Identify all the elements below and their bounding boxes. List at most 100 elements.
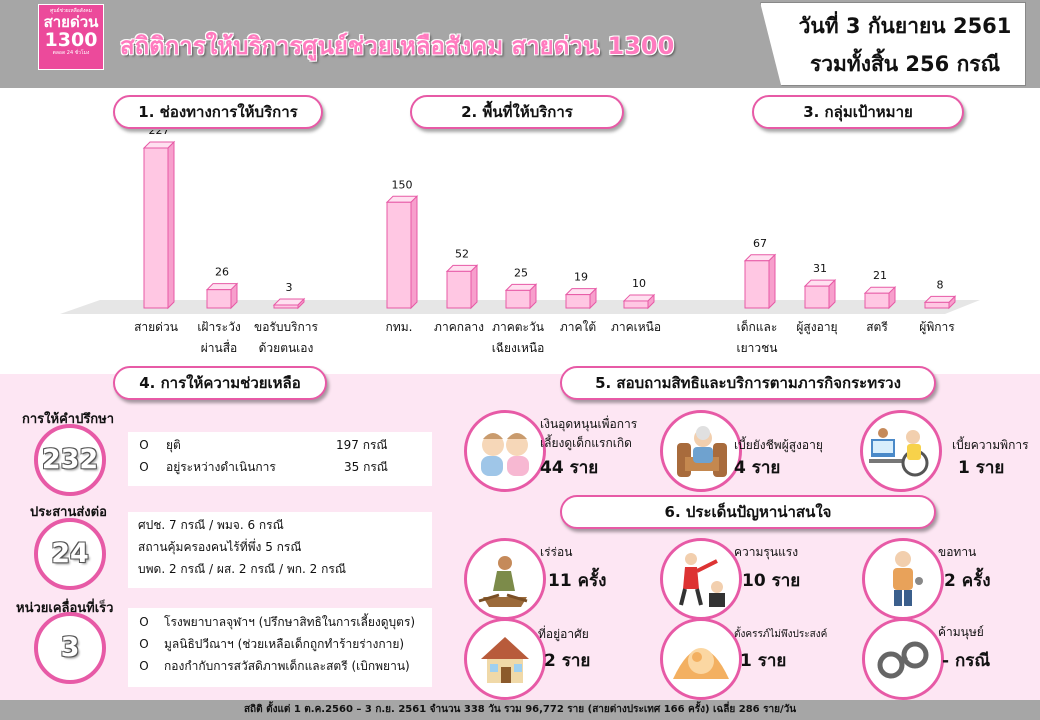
issue-value: 2 ราย xyxy=(544,651,591,671)
list-item: O ยุติ 197 กรณี xyxy=(128,434,432,456)
bar-value-label: 31 xyxy=(813,262,827,275)
section-targets-heading: 3. กลุ่มเป้าหมาย xyxy=(752,95,964,129)
babies-icon xyxy=(464,410,546,492)
rights-label: เบี้ยยังชีพผู้สูงอายุ xyxy=(734,438,823,452)
item-count: 197 กรณี xyxy=(336,438,388,452)
bullet: O xyxy=(139,659,149,673)
item-text: โรงพยาบาลจุฬาฯ (ปรึกษาสิทธิในการเลี้ยงดู… xyxy=(164,615,416,629)
bar xyxy=(565,294,591,309)
consult-count-badge: 232 xyxy=(34,424,106,496)
x-tick-label: ภาคตะวัน เฉียงเหนือ xyxy=(491,320,545,355)
list-item: O อยู่ระหว่างดำเนินการ 35 กรณี xyxy=(128,456,432,478)
refer-count-badge: 24 xyxy=(34,518,106,590)
bar-value-label: 21 xyxy=(873,269,887,282)
bullet: O xyxy=(139,637,149,651)
issue-label: ขอทาน xyxy=(938,545,977,559)
footer-summary: สถิติ ตั้งแต่ 1 ต.ค.2560 – 3 ก.ย. 2561 จ… xyxy=(0,700,1040,720)
bar xyxy=(864,292,890,309)
bar-side xyxy=(167,140,175,310)
rights-value: 1 ราย xyxy=(958,458,1005,478)
date-panel xyxy=(760,2,1026,86)
consult-count: 232 xyxy=(41,444,99,475)
logo-text-bottom: ตลอด 24 ชั่วโมง xyxy=(52,50,90,56)
house-icon xyxy=(464,618,546,700)
x-tick-label: เฝ้าระวัง ผ่านสื่อ xyxy=(197,320,241,355)
bar-value-label: 227 xyxy=(149,130,170,137)
hotline-logo: ศูนย์ช่วยเหลือสังคม สายด่วน 1300 ตลอด 24… xyxy=(38,4,104,70)
mobile-unit-count: 3 xyxy=(60,632,80,663)
bar xyxy=(206,289,232,309)
bullet: O xyxy=(139,615,149,629)
item-text: มูลนิธิปวีณาฯ (ช่วยเหลือเด็กถูกทำร้ายร่า… xyxy=(164,637,405,651)
x-tick-label: ผู้สูงอายุ xyxy=(796,320,838,334)
x-tick-label: ขอรับบริการ ด้วยตนเอง xyxy=(254,320,318,355)
bar xyxy=(446,270,472,309)
x-tick-label: กทม. xyxy=(385,320,413,334)
bar xyxy=(924,301,950,309)
refer-count: 24 xyxy=(51,538,89,569)
rights-label: เบี้ยความพิการ xyxy=(952,438,1029,452)
bullet: O xyxy=(139,438,149,452)
bar-side xyxy=(470,264,478,310)
section-areas-heading: 2. พื้นที่ให้บริการ xyxy=(410,95,624,129)
list-item: O กองกำกับการสวัสดิภาพเด็กและสตรี (เบิกพย… xyxy=(128,655,432,677)
list-item: ศปช. 7 กรณี / พมจ. 6 กรณี xyxy=(138,518,284,532)
beggar-icon xyxy=(862,538,944,620)
list-item: สถานคุ้มครองคนไร้ที่พึ่ง 5 กรณี xyxy=(138,540,302,554)
bar-charts: 227 26 3 150 52 25 19 10 67 31 21 8 xyxy=(60,130,980,314)
issue-value: - กรณี xyxy=(942,651,991,671)
bar xyxy=(273,304,299,309)
x-tick-label: ภาคกลาง xyxy=(434,320,484,334)
issue-value: 10 ราย xyxy=(742,571,801,591)
item-text: อยู่ระหว่างดำเนินการ xyxy=(166,460,276,474)
bar-value-label: 26 xyxy=(215,266,229,279)
section-rights-heading: 5. สอบถามสิทธิและบริการตามภารกิจกระทรวง xyxy=(560,366,936,400)
bar xyxy=(804,285,830,309)
bar-value-label: 52 xyxy=(455,247,469,260)
issue-label: ความรุนแรง xyxy=(734,545,799,559)
bar xyxy=(505,289,531,309)
violence-icon xyxy=(660,538,742,620)
section-issues-heading: 6. ประเด็นปัญหาน่าสนใจ xyxy=(560,495,936,529)
issue-label: ค้ามนุษย์ xyxy=(938,625,984,639)
list-item: O มูลนิธิปวีณาฯ (ช่วยเหลือเด็กถูกทำร้ายร่… xyxy=(128,633,432,655)
disabled-icon xyxy=(860,410,942,492)
issue-value: 2 ครั้ง xyxy=(944,571,991,591)
bar-value-label: 19 xyxy=(574,271,588,284)
report-date: วันที่ 3 กันยายน 2561 xyxy=(798,14,1012,38)
mobile-unit-count-badge: 3 xyxy=(34,612,106,684)
bar xyxy=(623,300,649,309)
consult-label: การให้คำปรึกษา xyxy=(22,412,115,427)
x-tick-label: สายด่วน xyxy=(134,320,178,334)
x-tick-label: ผู้พิการ xyxy=(919,320,955,334)
issue-value: 1 ราย xyxy=(740,651,787,671)
section-channels-heading: 1. ช่องทางการให้บริการ xyxy=(113,95,323,129)
mobile-unit-details: O โรงพยาบาลจุฬาฯ (ปรึกษาสิทธิในการเลี้ยงด… xyxy=(128,608,432,687)
bar-value-label: 3 xyxy=(286,281,293,294)
rights-value: 44 ราย xyxy=(540,458,599,478)
bar xyxy=(143,147,169,309)
bullet: O xyxy=(139,460,149,474)
bar xyxy=(386,201,412,309)
elderly-icon xyxy=(660,410,742,492)
homeless-icon xyxy=(464,538,546,620)
logo-text-main: สายด่วน xyxy=(43,13,99,31)
item-text: ยุติ xyxy=(166,438,181,452)
refer-label: ประสานส่งต่อ xyxy=(30,505,107,520)
bar-value-label: 25 xyxy=(514,266,528,279)
fetus-icon xyxy=(660,618,742,700)
section-assistance-heading: 4. การให้ความช่วยเหลือ xyxy=(113,366,327,400)
bar xyxy=(744,260,770,309)
item-text: กองกำกับการสวัสดิภาพเด็กและสตรี (เบิกพยา… xyxy=(164,659,410,673)
issue-label: เร่ร่อน xyxy=(540,545,573,559)
bar-value-label: 10 xyxy=(632,277,646,290)
rights-label: เงินอุดหนุนเพื่อการ เลี้ยงดูเด็กแรกเกิด xyxy=(540,417,638,450)
list-item: O โรงพยาบาลจุฬาฯ (ปรึกษาสิทธิในการเลี้ยงด… xyxy=(128,611,432,633)
consult-details: O ยุติ 197 กรณี O อยู่ระหว่างดำเนินการ 35 กร… xyxy=(128,432,432,486)
bar-value-label: 150 xyxy=(392,178,413,191)
logo-text-top: ศูนย์ช่วยเหลือสังคม xyxy=(50,8,92,14)
bar-value-label: 67 xyxy=(753,237,767,250)
rights-value: 4 ราย xyxy=(734,458,781,478)
bar-side xyxy=(410,195,418,310)
total-cases: รวมทั้งสิ้น 256 กรณี xyxy=(809,52,1001,76)
